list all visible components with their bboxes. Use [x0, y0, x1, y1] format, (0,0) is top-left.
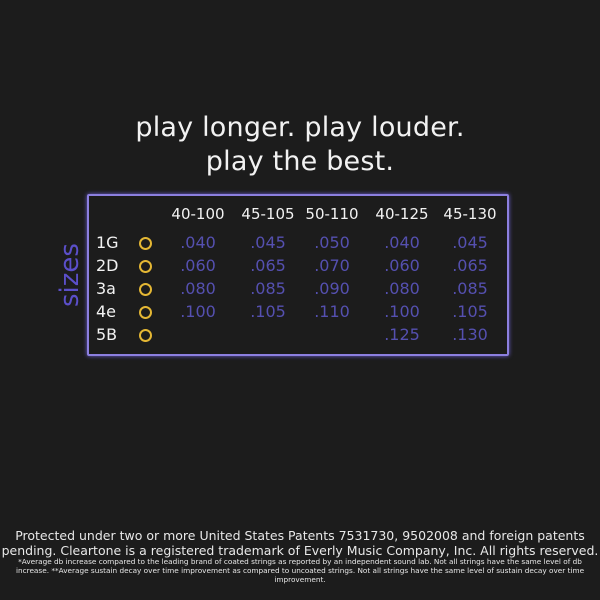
string-ring-icon: [139, 237, 152, 250]
gauge-value: .040: [384, 233, 420, 252]
legal-notice: Protected under two or more United State…: [1, 528, 599, 558]
string-ring-icon: [139, 306, 152, 319]
string-label: 3a: [96, 279, 116, 298]
headline-line-2: play the best.: [205, 146, 395, 177]
gauge-value: .060: [384, 256, 420, 275]
string-ring-icon: [139, 329, 152, 342]
sizes-label: sizes: [55, 243, 85, 307]
column-header: 40-100: [171, 205, 225, 223]
string-label: 1G: [96, 233, 119, 252]
gauge-value: .065: [250, 256, 286, 275]
gauge-value: .080: [384, 279, 420, 298]
gauge-value: .070: [314, 256, 350, 275]
sizes-table-frame: [87, 194, 509, 356]
gauge-value: .085: [452, 279, 488, 298]
gauge-value: .045: [250, 233, 286, 252]
gauge-value: .130: [452, 325, 488, 344]
fine-print: *Average db increase compared to the lea…: [15, 557, 585, 584]
string-ring-icon: [139, 260, 152, 273]
gauge-value: .105: [250, 302, 286, 321]
gauge-value: .100: [384, 302, 420, 321]
column-header: 45-105: [241, 205, 295, 223]
gauge-value: .065: [452, 256, 488, 275]
column-header: 50-110: [305, 205, 359, 223]
string-label: 5B: [96, 325, 118, 344]
gauge-value: .040: [180, 233, 216, 252]
column-header: 45-130: [443, 205, 497, 223]
column-header: 40-125: [375, 205, 429, 223]
string-label: 2D: [96, 256, 119, 275]
gauge-value: .060: [180, 256, 216, 275]
gauge-value: .085: [250, 279, 286, 298]
string-ring-icon: [139, 283, 152, 296]
gauge-value: .110: [314, 302, 350, 321]
gauge-value: .125: [384, 325, 420, 344]
gauge-value: .105: [452, 302, 488, 321]
headline-line-1: play longer. play louder.: [135, 112, 465, 143]
string-label: 4e: [96, 302, 117, 321]
gauge-value: .090: [314, 279, 350, 298]
gauge-value: .100: [180, 302, 216, 321]
gauge-value: .050: [314, 233, 350, 252]
gauge-value: .045: [452, 233, 488, 252]
gauge-value: .080: [180, 279, 216, 298]
